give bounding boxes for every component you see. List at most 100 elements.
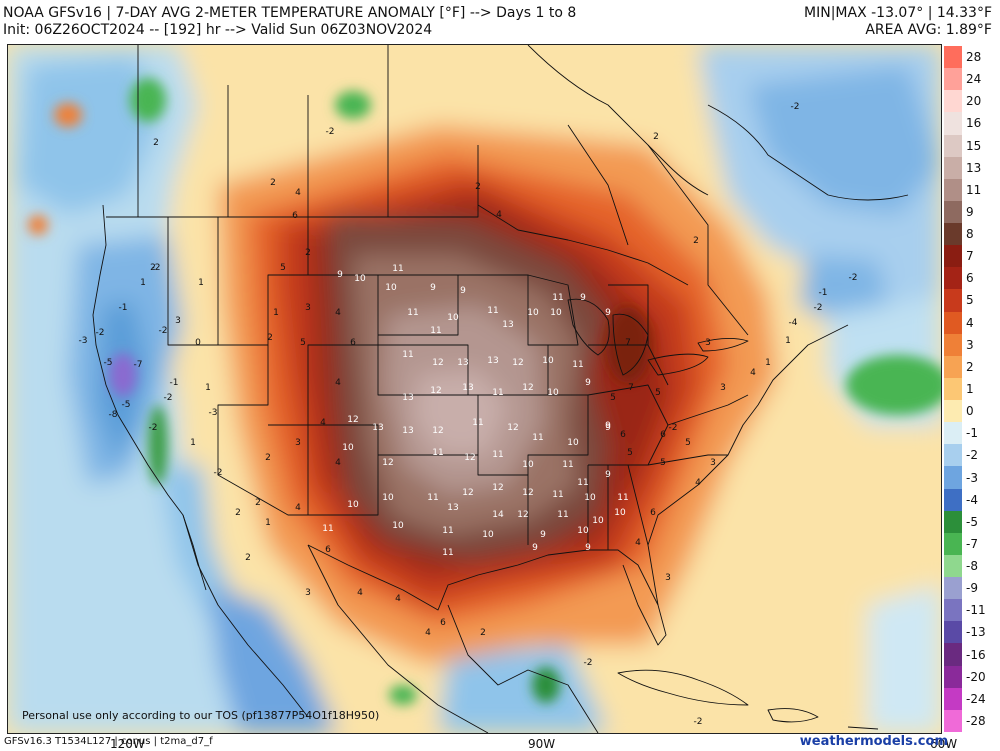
anomaly-value-label: 2 (153, 138, 159, 148)
anomaly-value-label: 11 (402, 350, 413, 360)
color-swatch (944, 665, 962, 689)
anomaly-value-label: 11 (407, 308, 418, 318)
anomaly-value-label: 11 (432, 448, 443, 458)
anomaly-value-label: 11 (562, 460, 573, 470)
model-info: GFSv16.3 T1534L127 | conus | t2ma_d7_f (4, 736, 213, 747)
anomaly-value-label: 9 (605, 423, 611, 433)
color-scale-tick-label: -4 (966, 492, 978, 507)
anomaly-value-label: 13 (402, 426, 413, 436)
color-scale-tick-label: 9 (966, 204, 974, 219)
anomaly-value-label: 10 (584, 493, 596, 503)
anomaly-value-label: 3 (305, 303, 311, 313)
color-swatch (944, 267, 962, 290)
anomaly-value-label: 9 (430, 283, 436, 293)
temperature-anomaly-map: 2 -2 2 4 6 2 4 2 2 -2 -2 -2 2 2 5 9 10 11 10 9 9 11 11 10 11 13 10… (7, 44, 942, 734)
map-title: NOAA GFSv16 | 7-DAY AVG 2-METER TEMPERAT… (3, 5, 577, 21)
anomaly-value-label: 14 (492, 510, 504, 520)
anomaly-value-label: -1 (819, 288, 828, 298)
anomaly-value-label: -5 (122, 400, 131, 410)
anomaly-value-label: -7 (134, 360, 143, 370)
color-swatch (944, 400, 962, 423)
anomaly-value-label: -3 (209, 408, 218, 418)
anomaly-value-label: 12 (492, 483, 503, 493)
usage-notice: Personal use only according to our TOS (… (22, 709, 380, 722)
color-scale-tick-label: -20 (966, 669, 986, 684)
anomaly-value-label: 11 (552, 293, 563, 303)
anomaly-value-label: 3 (705, 338, 711, 348)
color-swatch (944, 466, 962, 490)
color-swatch (944, 554, 962, 578)
color-swatch (944, 532, 962, 556)
anomaly-value-label: 9 (580, 293, 586, 303)
color-scale-tick-label: 28 (966, 50, 982, 65)
anomaly-value-label: 3 (720, 383, 726, 393)
anomaly-value-label: 11 (430, 326, 441, 336)
anomaly-value-label: 3 (305, 588, 311, 598)
anomaly-value-label: 3 (710, 458, 716, 468)
anomaly-value-label: 5 (610, 393, 616, 403)
anomaly-value-label: 12 (522, 488, 533, 498)
anomaly-value-label: 9 (605, 421, 611, 431)
anomaly-value-label: 6 (650, 508, 656, 518)
anomaly-value-label: 2 (693, 236, 699, 246)
anomaly-value-label: 4 (295, 188, 301, 198)
anomaly-value-label: 12 (382, 458, 393, 468)
anomaly-value-label: 2 (150, 263, 156, 273)
anomaly-value-label: -4 (789, 318, 798, 328)
anomaly-value-label: 11 (617, 493, 628, 503)
anomaly-value-label: 12 (512, 358, 523, 368)
anomaly-value-label: 1 (198, 278, 204, 288)
anomaly-value-label: 9 (460, 286, 466, 296)
anomaly-value-label: 11 (392, 264, 403, 274)
color-scale-tick-label: 11 (966, 182, 982, 197)
anomaly-value-label: 12 (517, 510, 528, 520)
anomaly-value-label: 12 (432, 358, 443, 368)
color-scale-tick-label: -2 (966, 448, 978, 463)
anomaly-value-label: 13 (447, 503, 458, 513)
anomaly-value-label: -8 (109, 410, 118, 420)
anomaly-value-label: 6 (440, 618, 446, 628)
anomaly-value-label: -2 (159, 326, 168, 336)
anomaly-value-label: 4 (335, 308, 341, 318)
anomaly-value-label: 11 (552, 490, 563, 500)
color-scale-tick-label: 20 (966, 94, 982, 109)
color-swatch (944, 68, 962, 91)
anomaly-value-label: 1 (205, 383, 211, 393)
anomaly-value-label: 11 (487, 306, 498, 316)
anomaly-value-label: -5 (104, 358, 113, 368)
anomaly-value-label: -3 (79, 336, 88, 346)
anomaly-value-label: 1 (785, 336, 791, 346)
anomaly-value-label: 13 (372, 423, 383, 433)
anomaly-value-label: 2 (255, 498, 261, 508)
anomaly-value-label: 1 (765, 358, 771, 368)
color-swatch (944, 488, 962, 512)
anomaly-value-label: -2 (849, 273, 858, 283)
anomaly-value-label: 7 (628, 383, 634, 393)
color-scale-tick-label: 4 (966, 315, 974, 330)
anomaly-value-label: 4 (425, 628, 431, 638)
anomaly-value-label: -1 (170, 378, 179, 388)
color-swatch (944, 444, 962, 467)
color-scale-tick-label: -16 (966, 647, 986, 662)
brand-link[interactable]: weathermodels.com (799, 734, 948, 749)
anomaly-value-label: 1 (140, 278, 146, 288)
anomaly-value-label: 11 (492, 450, 503, 460)
anomaly-value-label: 10 (567, 438, 579, 448)
anomaly-value-label: 9 (605, 308, 611, 318)
anomaly-value-label: -2 (791, 102, 800, 112)
anomaly-value-label: 11 (442, 548, 453, 558)
anomaly-value-label: 10 (382, 493, 394, 503)
color-swatch (944, 599, 962, 622)
anomaly-value-label: 9 (585, 378, 591, 388)
anomaly-value-label: -2 (326, 127, 335, 137)
anomaly-value-label: 12 (522, 383, 533, 393)
anomaly-value-label: 10 (482, 530, 494, 540)
color-swatch (944, 621, 962, 644)
anomaly-value-label: 0 (195, 338, 201, 348)
color-swatch (944, 112, 962, 135)
color-scale-tick-label: 16 (966, 116, 982, 131)
color-swatch (944, 245, 962, 268)
anomaly-value-label: 10 (392, 521, 404, 531)
anomaly-value-label: 5 (660, 458, 666, 468)
color-scale-tick-label: 1 (966, 382, 974, 396)
